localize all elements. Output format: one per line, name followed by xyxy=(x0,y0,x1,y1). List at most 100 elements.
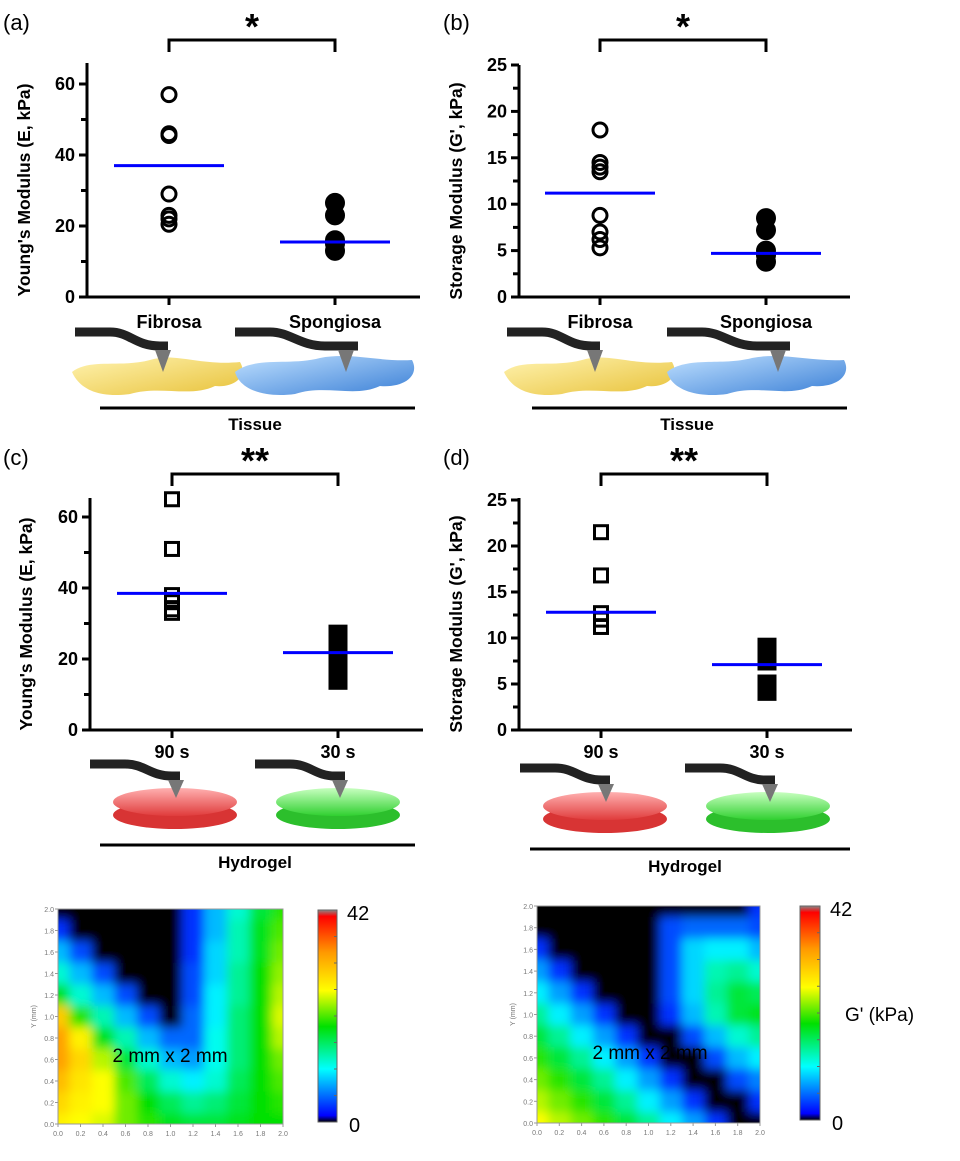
heatmap-cell xyxy=(748,1047,760,1070)
x-tick-label: Spongiosa xyxy=(720,312,813,332)
heatmap-cell xyxy=(114,1048,138,1072)
heatmap-cell xyxy=(91,909,116,921)
heatmap-cell xyxy=(592,906,617,918)
cantilever-icon xyxy=(685,763,775,785)
y-tick-label: 1.4 xyxy=(44,972,54,979)
x-tick-label: 1.0 xyxy=(166,1131,176,1138)
heatmap-cell xyxy=(181,909,206,921)
heatmap-cell xyxy=(249,1048,273,1072)
heatmap-cell xyxy=(204,1070,228,1093)
heatmap-cell xyxy=(58,984,71,1007)
heatmap-cell xyxy=(592,1003,617,1027)
heatmap-cell xyxy=(91,1005,116,1029)
heatmap-cell xyxy=(136,1005,161,1029)
tissue-illustration-a xyxy=(72,327,415,410)
heatmap-cell xyxy=(615,1003,639,1027)
panel-label: (c) xyxy=(3,445,29,470)
x-tick-label: 1.6 xyxy=(711,1130,721,1137)
heatmap-cell xyxy=(726,1090,750,1114)
heatmap-cell xyxy=(181,984,206,1007)
heatmap-cell xyxy=(136,1113,161,1124)
heatmap-cell xyxy=(58,1113,71,1124)
y-tick-label: 40 xyxy=(58,578,78,598)
heatmap-cell xyxy=(58,909,71,921)
heatmap-cell xyxy=(570,981,594,1005)
y-tick-label: 0 xyxy=(65,287,75,307)
heatmap-cell xyxy=(704,1003,728,1027)
heatmap-cell xyxy=(537,1025,550,1049)
heatmap-cell xyxy=(659,960,683,983)
heatmap-cell xyxy=(615,1025,639,1049)
heatmap-cell xyxy=(58,962,71,986)
heatmap-cell xyxy=(592,1047,617,1070)
heatmap-cell xyxy=(69,1027,93,1050)
heatmap-cell xyxy=(592,1068,617,1092)
x-tick-label: 30 s xyxy=(749,742,784,762)
heatmap-cell xyxy=(271,1005,283,1029)
colorbar-min-label: 0 xyxy=(832,1113,843,1135)
heatmap-cell xyxy=(91,1113,116,1124)
heatmap-cell xyxy=(726,1003,750,1027)
heatmap-cell xyxy=(271,1070,283,1093)
x-tick-label: 90 s xyxy=(583,742,618,762)
heatmap-cell xyxy=(226,909,251,921)
heatmap-cell xyxy=(91,941,116,964)
heatmap-cell xyxy=(726,906,750,918)
y-axis-label: Young's Modulus (E, kPa) xyxy=(14,84,34,297)
heatmap-cell xyxy=(226,1005,251,1029)
heatmap-cell xyxy=(548,1047,572,1070)
scatter-panel-c: (c) 0 20 40 60 Young's Modulus (E, kPa) 90 s 30… xyxy=(3,440,423,762)
y-tick-label: 40 xyxy=(55,145,75,165)
heatmap-cell xyxy=(204,1113,228,1124)
y-tick-label: 0.8 xyxy=(523,1034,533,1041)
afm-tip-icon xyxy=(332,780,348,798)
heatmap-cell xyxy=(69,1113,93,1124)
heatmap-cell xyxy=(537,1112,550,1123)
x-tick-label: 0.8 xyxy=(143,1131,153,1138)
heatmap-cell xyxy=(537,1090,550,1114)
heatmap-cell xyxy=(570,1068,594,1092)
data-point xyxy=(591,230,609,248)
heatmap-cell xyxy=(114,909,138,921)
y-tick-label: 2.0 xyxy=(523,904,533,911)
heatmap-cell xyxy=(659,1003,683,1027)
heatmap-cell xyxy=(659,938,683,962)
heatmap-cell xyxy=(181,1027,206,1050)
y-tick-label: 0.0 xyxy=(44,1122,54,1129)
y-axis-label: Storage Modulus (G', kPa) xyxy=(446,82,466,299)
heatmap-cell xyxy=(592,916,617,940)
heatmap-cell xyxy=(249,909,273,921)
heatmap-cell xyxy=(249,1091,273,1115)
heatmap-cell xyxy=(181,962,206,986)
heatmap-cell xyxy=(748,1090,760,1114)
data-point xyxy=(593,567,609,584)
heatmap-cell xyxy=(726,1068,750,1092)
afm-tip-icon xyxy=(770,350,786,372)
heatmap-cell xyxy=(537,1068,550,1092)
heatmap-cell xyxy=(726,960,750,983)
x-tick-label: 1.8 xyxy=(256,1131,266,1138)
y-tick-label: 0.8 xyxy=(44,1036,54,1043)
heatmap-cell xyxy=(637,1090,661,1114)
heatmap-cell xyxy=(114,941,138,964)
scatter-panel-a: (a) 0 20 40 60 Young's Modulus (E, kPa) Fibros… xyxy=(3,6,420,332)
heatmap-cell xyxy=(271,984,283,1007)
heatmap-cell xyxy=(704,1025,728,1049)
heatmap-cell xyxy=(181,1048,206,1072)
heatmap-cell xyxy=(704,960,728,983)
data-point xyxy=(593,618,609,635)
heatmap-cell xyxy=(91,962,116,986)
heatmap-cell xyxy=(570,1090,594,1114)
heatmap-cell xyxy=(69,984,93,1007)
x-tick-label: 2.0 xyxy=(278,1131,288,1138)
hydrogel-90s-disc xyxy=(113,788,237,816)
heatmap-cell xyxy=(548,981,572,1005)
heatmap-cell xyxy=(204,1005,228,1029)
heatmap-cell xyxy=(58,1091,71,1115)
heatmap-cell xyxy=(637,1112,661,1123)
heatmap-cell xyxy=(91,984,116,1007)
x-tick-label: 0.0 xyxy=(532,1130,542,1137)
heatmap-cell xyxy=(659,1025,683,1049)
heatmap-cell xyxy=(570,906,594,918)
heatmap-cell xyxy=(136,1070,161,1093)
